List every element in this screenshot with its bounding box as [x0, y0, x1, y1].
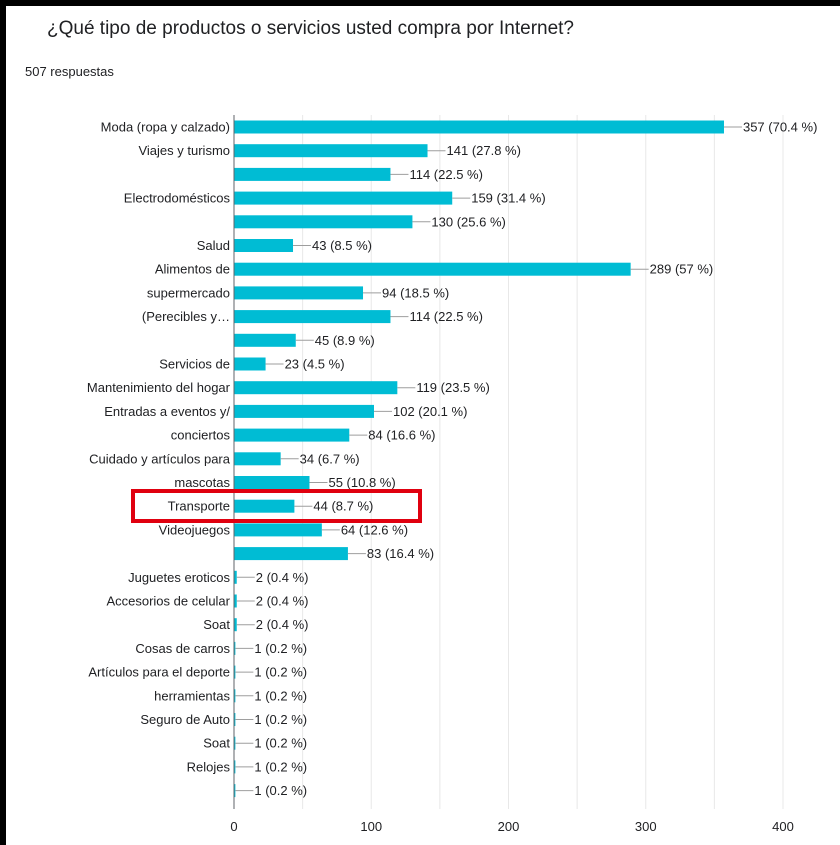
x-tick-label: 200 [498, 819, 520, 834]
bar [234, 689, 236, 703]
data-label: 94 (18.5 %) [382, 285, 449, 300]
data-label: 23 (4.5 %) [285, 357, 345, 372]
bar [234, 713, 236, 726]
data-label: 1 (0.2 %) [254, 665, 307, 680]
category-label: Soat [203, 736, 230, 751]
category-label: Cuidado y artículos para [89, 451, 231, 466]
bar [234, 428, 350, 442]
category-label: Transporte [168, 499, 230, 514]
bar [234, 476, 310, 489]
data-label: 2 (0.4 %) [256, 594, 309, 609]
data-label: 45 (8.9 %) [315, 333, 375, 348]
data-label: 102 (20.1 %) [393, 404, 467, 419]
data-label: 55 (10.8 %) [328, 475, 395, 490]
bar [234, 333, 296, 347]
category-label: Alimentos de [155, 262, 230, 277]
bar [234, 665, 236, 679]
category-label: Viajes y turismo [138, 143, 230, 158]
category-label: Accesorios de celular [106, 594, 230, 609]
x-tick-label: 400 [772, 819, 794, 834]
data-label: 43 (8.5 %) [312, 238, 372, 253]
category-label: Videojuegos [159, 522, 231, 537]
bar [234, 239, 294, 252]
category-label: Moda (ropa y calzado) [101, 120, 230, 135]
bar [234, 784, 236, 798]
data-label: 1 (0.2 %) [254, 688, 307, 703]
category-label: (Perecibles y… [142, 309, 230, 324]
data-label: 114 (22.5 %) [409, 167, 482, 182]
bar [234, 404, 374, 418]
category-label: mascotas [174, 475, 230, 490]
bar [234, 594, 237, 608]
category-label: supermercado [147, 285, 230, 300]
bar [234, 618, 237, 632]
data-label: 1 (0.2 %) [254, 783, 307, 798]
highlight-box [131, 489, 422, 523]
bar [234, 120, 724, 134]
x-tick-label: 100 [360, 819, 382, 834]
bar [234, 523, 322, 537]
bar [234, 570, 237, 584]
category-label: Cosas de carros [135, 641, 230, 656]
bar [234, 452, 281, 466]
bar [234, 262, 631, 276]
bar [234, 381, 398, 395]
category-label: Electrodomésticos [124, 191, 231, 206]
bar [234, 641, 236, 655]
data-label: 2 (0.4 %) [256, 617, 309, 632]
data-label: 1 (0.2 %) [254, 759, 307, 774]
category-label: Entradas a eventos y/ [104, 404, 230, 419]
bar [234, 760, 236, 774]
data-label: 159 (31.4 %) [471, 191, 545, 206]
category-label: Seguro de Auto [140, 712, 230, 727]
data-label: 34 (6.7 %) [300, 451, 360, 466]
category-label: conciertos [171, 428, 231, 443]
bar [234, 736, 236, 750]
bar [234, 499, 295, 513]
bar-chart: 0 100 200 300 400 357 (70.4 %) Moda (ropa y ca… [87, 115, 817, 834]
x-tick-label: 0 [230, 819, 237, 834]
data-label: 1 (0.2 %) [254, 712, 307, 727]
data-label: 64 (12.6 %) [341, 522, 408, 537]
data-label: 83 (16.4 %) [367, 546, 434, 561]
bar [234, 191, 453, 205]
data-label: 119 (23.5 %) [416, 380, 489, 395]
category-label: Artículos para el deporte [88, 665, 230, 680]
data-label: 357 (70.4 %) [743, 120, 817, 135]
data-label: 84 (16.6 %) [368, 428, 435, 443]
bar [234, 310, 391, 324]
bar [234, 286, 364, 300]
data-label: 1 (0.2 %) [254, 736, 307, 751]
x-tick-label: 300 [635, 819, 657, 834]
chart-card: ¿Qué tipo de productos o servicios usted… [6, 6, 840, 845]
data-label: 114 (22.5 %) [409, 309, 482, 324]
data-label: 130 (25.6 %) [431, 214, 505, 229]
category-label: Servicios de [159, 357, 230, 372]
bar [234, 357, 266, 371]
bar [234, 167, 391, 181]
bar [234, 547, 348, 561]
data-label: 141 (27.8 %) [447, 143, 521, 158]
category-label: Mantenimiento del hogar [87, 380, 231, 395]
category-label: Salud [197, 238, 230, 253]
category-label: Relojes [187, 759, 231, 774]
bar [234, 144, 428, 158]
data-label: 2 (0.4 %) [256, 570, 309, 585]
response-count: 507 respuestas [25, 64, 114, 79]
category-label: Soat [203, 617, 230, 632]
data-label: 44 (8.7 %) [313, 499, 373, 514]
bar [234, 215, 413, 229]
data-label: 1 (0.2 %) [254, 641, 307, 656]
question-title: ¿Qué tipo de productos o servicios usted… [47, 18, 574, 39]
category-label: herramientas [154, 688, 230, 703]
category-label: Juguetes eroticos [128, 570, 230, 585]
data-label: 289 (57 %) [650, 262, 714, 277]
